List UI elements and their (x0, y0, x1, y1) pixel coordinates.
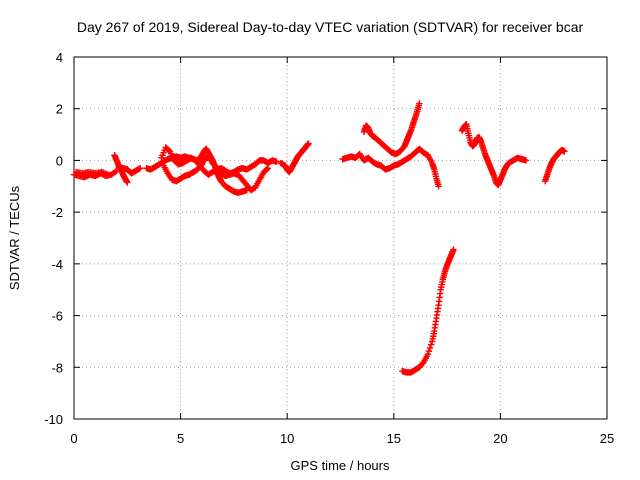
data-point-plus (450, 246, 457, 253)
data-point-plus (124, 179, 131, 186)
axis-ticks: 0 5 10 15 20 25 -10 -8 -6 -4 -2 0 2 4 (44, 50, 614, 446)
y-axis-label: SDTVAR / TECUs (7, 185, 22, 290)
x-tick-label: 10 (280, 431, 294, 446)
grid-lines (74, 57, 607, 419)
data-point-plus (427, 341, 435, 348)
data-point-plus (263, 165, 271, 173)
data-point-plus (416, 100, 423, 107)
data-point-plus (112, 168, 119, 175)
data-point-plus (104, 171, 112, 178)
data-point-plus (136, 164, 144, 172)
data-point-plus (273, 158, 280, 165)
data-point-plus (522, 157, 530, 164)
y-tick-label: -4 (51, 257, 63, 272)
data-point-plus (425, 347, 433, 355)
chart-title: Day 267 of 2019, Sidereal Day-to-day VTE… (77, 19, 584, 35)
x-tick-label: 20 (493, 431, 507, 446)
y-tick-label: -8 (51, 360, 63, 375)
x-tick-label: 15 (387, 431, 401, 446)
y-tick-label: -6 (51, 309, 63, 324)
x-axis-label: GPS time / hours (291, 458, 390, 473)
data-point-plus (426, 344, 434, 352)
data-points (70, 100, 568, 376)
data-point-plus (419, 360, 426, 367)
y-tick-label: 4 (56, 50, 63, 65)
y-tick-label: -2 (51, 205, 63, 220)
plot-frame (73, 56, 608, 420)
x-tick-label: 5 (177, 431, 184, 446)
data-point-plus (424, 351, 432, 358)
y-tick-label: -10 (44, 412, 63, 427)
x-tick-label: 0 (70, 431, 77, 446)
y-tick-label: 0 (56, 153, 63, 168)
data-point-plus (561, 148, 568, 155)
x-tick-label: 25 (600, 431, 614, 446)
y-tick-label: 2 (56, 102, 63, 117)
data-point-plus (165, 147, 173, 154)
data-point-plus (435, 183, 442, 190)
data-point-plus (305, 140, 312, 147)
